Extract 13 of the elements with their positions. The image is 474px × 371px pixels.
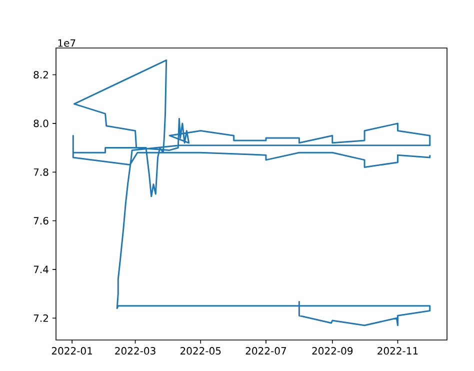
x-tick-label: 2022-11 xyxy=(378,347,418,355)
y-tick-label: 7.8 xyxy=(34,168,48,176)
y-tick-label: 7.2 xyxy=(34,314,48,322)
y-tick-label: 8.0 xyxy=(34,120,48,128)
x-tick-label: 2022-09 xyxy=(312,347,353,355)
x-tick-label: 2022-03 xyxy=(115,347,156,355)
x-tick-label: 2022-05 xyxy=(180,347,221,355)
y-tick-label: 7.6 xyxy=(34,216,48,225)
y-tick-label: 7.4 xyxy=(34,266,48,274)
text: 1e7 xyxy=(58,39,76,47)
x-tick-label: 2022-07 xyxy=(246,347,286,355)
x-tick-label: 2022-01 xyxy=(52,347,92,355)
y-tick-label: 8.2 xyxy=(34,70,48,79)
